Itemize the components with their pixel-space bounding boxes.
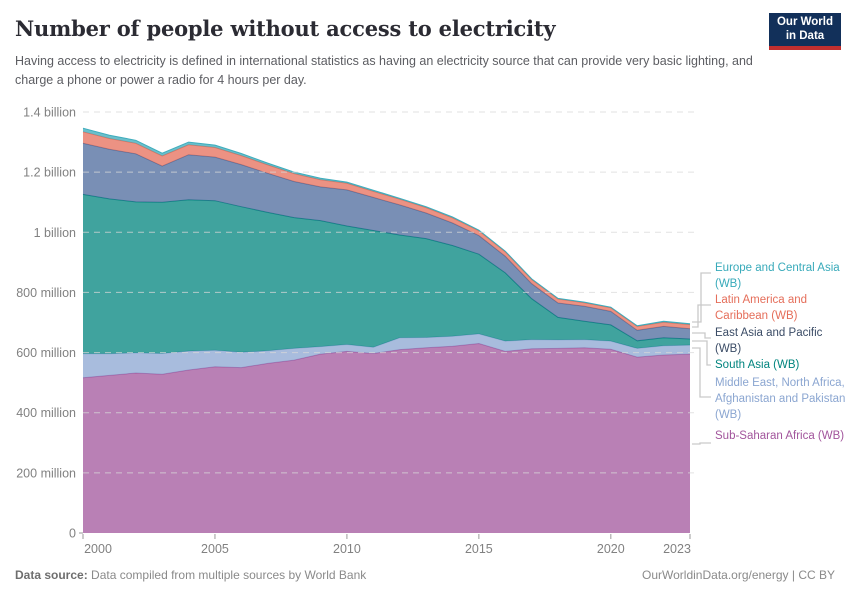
area-band-5[interactable] <box>83 131 690 331</box>
legend-item-sub-saharan-africa[interactable]: Sub-Saharan Africa (WB) <box>715 430 845 442</box>
page-title: Number of people without access to elect… <box>15 16 556 41</box>
legend-connector-5 <box>692 347 711 398</box>
license-badge: | CC BY <box>791 568 835 582</box>
footer: Data source: Data compiled from multiple… <box>15 568 835 582</box>
area-band-edge-6 <box>82 127 691 327</box>
y-axis-label-800: 800 million <box>16 286 76 300</box>
owid-url-link[interactable]: OurWorldinData.org/energy <box>642 568 789 582</box>
x-axis-label-2023: 2023 <box>663 542 691 556</box>
data-source-text: Data compiled from multiple sources by W… <box>91 568 367 582</box>
y-axis-label-200: 200 million <box>16 466 76 480</box>
area-band-2[interactable] <box>83 333 690 378</box>
legend-connector-3 <box>692 332 711 339</box>
legend-item-middle-east-north-africa[interactable]: Middle East, North Africa, Afghanistan a… <box>715 377 846 421</box>
legend-connector-4 <box>692 340 711 366</box>
legend-connector-1 <box>692 272 711 323</box>
chart-subtitle: Having access to electricity is defined … <box>15 54 753 87</box>
legend-connector-6 <box>692 442 711 445</box>
x-axis-label-2010: 2010 <box>333 542 361 556</box>
area-band-1[interactable] <box>83 343 690 534</box>
legend-item-europe-central-asia[interactable]: Europe and Central Asia (WB) <box>715 262 840 290</box>
legend-item-east-asia-pacific[interactable]: East Asia and Pacific (WB) <box>715 327 823 355</box>
x-axis-label-2020: 2020 <box>597 542 625 556</box>
footer-right: OurWorldinData.org/energy | CC BY <box>642 568 835 582</box>
x-axis-label-2000: 2000 <box>84 542 112 556</box>
owid-logo-line1: Our World <box>776 15 833 28</box>
x-axis-label-2005: 2005 <box>201 542 229 556</box>
y-axis-label-1000: 1 billion <box>34 226 76 240</box>
y-axis-label-400: 400 million <box>16 406 76 420</box>
y-axis-label-600: 600 million <box>16 346 76 360</box>
area-band-3[interactable] <box>83 194 690 354</box>
data-source-label: Data source: <box>15 568 88 582</box>
owid-logo[interactable]: Our World in Data <box>769 13 841 50</box>
y-axis-label-0: 0 <box>69 527 76 541</box>
y-axis-label-1400: 1.4 billion <box>23 106 76 120</box>
owid-logo-line2: in Data <box>785 29 825 42</box>
legend-connector-2 <box>692 304 711 328</box>
area-band-4[interactable] <box>83 143 690 341</box>
x-axis-label-2015: 2015 <box>465 542 493 556</box>
y-axis-label-1200: 1.2 billion <box>23 166 76 180</box>
data-source: Data source: Data compiled from multiple… <box>15 568 366 582</box>
legend-item-south-asia[interactable]: South Asia (WB) <box>715 359 800 371</box>
legend-item-latin-america-caribbean[interactable]: Latin America and Caribbean (WB) <box>715 294 808 322</box>
